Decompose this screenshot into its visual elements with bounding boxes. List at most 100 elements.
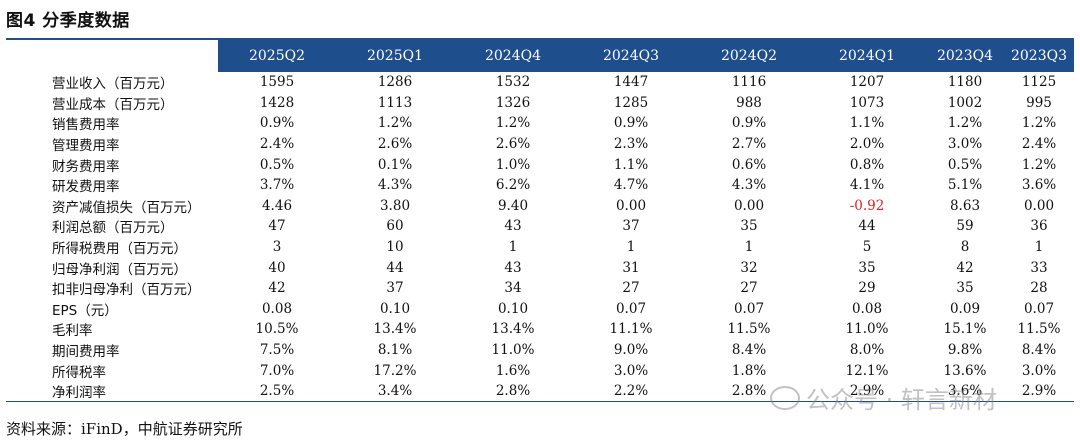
- table-cell: 10.5%: [255, 321, 299, 338]
- table-cell: 11.0%: [491, 342, 535, 359]
- table-cell: 31: [622, 259, 640, 276]
- row-label: 毛利率: [52, 323, 93, 340]
- table-row: 财务费用率 0.5% 0.1% 1.0% 1.1% 0.6% 0.8% 0.5% 1.2%: [6, 154, 1074, 175]
- table-row: 利润总额（百万元） 47 60 43 37 35 44 59 36: [6, 216, 1074, 237]
- table-cell: 1.2%: [1021, 156, 1057, 173]
- table-cell: 7.5%: [259, 342, 295, 359]
- row-label: 所得税率: [52, 364, 106, 381]
- table-cell: 1.2%: [377, 115, 413, 132]
- table-cell: 1207: [849, 74, 885, 91]
- table-cell: 8.4%: [1021, 342, 1057, 359]
- table-cell: 0.5%: [947, 156, 983, 173]
- table-row: 所得税费用（百万元） 3 10 1 1 1 5 8 1: [6, 237, 1074, 258]
- header-blank-cell: [6, 40, 218, 72]
- table-cell: 47: [268, 218, 286, 235]
- figure-title: 图4 分季度数据: [6, 11, 130, 31]
- table-cell: 60: [386, 218, 404, 235]
- table-cell: 2.3%: [613, 136, 649, 153]
- table-cell: 9.40: [497, 197, 529, 214]
- table-cell: 1113: [377, 94, 413, 111]
- table-cell: 4.1%: [849, 177, 885, 194]
- table-cell: 3.6%: [1021, 177, 1057, 194]
- table-cell: 27: [622, 280, 640, 297]
- column-header: 2025Q1: [336, 40, 454, 72]
- table-cell: 0.08: [261, 300, 293, 317]
- table-cell: 1: [744, 239, 754, 256]
- wechat-icon: [770, 385, 800, 410]
- table-cell: 35: [956, 280, 974, 297]
- table-cell: 0.00: [733, 197, 765, 214]
- table-cell: 2.2%: [572, 380, 690, 402]
- table-cell: 0.07: [1023, 300, 1055, 317]
- table-cell: 1002: [947, 94, 983, 111]
- table-cell: 2.5%: [218, 380, 336, 402]
- table-cell: 8.1%: [377, 342, 413, 359]
- row-label: 营业成本（百万元）: [52, 96, 174, 113]
- table-cell: 13.4%: [491, 321, 535, 338]
- table-row: 所得税率 7.0% 17.2% 1.6% 3.0% 1.8% 12.1% 13.6% 3.0%: [6, 360, 1074, 381]
- table-cell: 43: [504, 218, 522, 235]
- table-cell: 995: [1026, 94, 1052, 111]
- table-row: 管理费用率 2.4% 2.6% 2.6% 2.3% 2.7% 2.0% 3.0% 2.4%: [6, 134, 1074, 155]
- table-cell: 1286: [377, 74, 413, 91]
- table-cell: 1116: [731, 74, 767, 91]
- table-cell: 0.00: [615, 197, 647, 214]
- table-cell: 1.8%: [731, 362, 767, 379]
- table-cell: 0.00: [1023, 197, 1055, 214]
- table-cell: 28: [1030, 280, 1048, 297]
- row-label: 期间费用率: [52, 344, 120, 361]
- table-row: 销售费用率 0.9% 1.2% 1.2% 0.9% 0.9% 1.1% 1.2% 1.2%: [6, 113, 1074, 134]
- title-rule: [6, 38, 1074, 40]
- column-header: 2023Q3: [1004, 40, 1074, 72]
- table-cell: 10: [386, 239, 404, 256]
- table-cell: 33: [1030, 259, 1048, 276]
- row-label: 营业收入（百万元）: [52, 76, 174, 93]
- table-cell: 3.80: [379, 197, 411, 214]
- table-cell: 32: [740, 259, 758, 276]
- row-label: 销售费用率: [52, 117, 120, 134]
- table-cell: 3: [272, 239, 282, 256]
- table-row: 归母净利润（百万元） 40 44 43 31 32 35 42 33: [6, 257, 1074, 278]
- row-label: 归母净利润（百万元）: [52, 261, 187, 278]
- table-cell: 1.0%: [495, 156, 531, 173]
- table-cell: 2.6%: [495, 136, 531, 153]
- table-cell: 42: [268, 280, 286, 297]
- table-cell: 1073: [849, 94, 885, 111]
- column-header: 2024Q4: [454, 40, 572, 72]
- table-cell: 1428: [259, 94, 295, 111]
- row-label: EPS（元）: [52, 302, 118, 319]
- table-cell: 2.4%: [259, 136, 295, 153]
- table-cell: 7.0%: [259, 362, 295, 379]
- table-cell: 42: [956, 259, 974, 276]
- table-row: 资产减值损失（百万元） 4.46 3.80 9.40 0.00 0.00 -0.92 8.63…: [6, 196, 1074, 217]
- table-cell: 1: [626, 239, 636, 256]
- table-row: 营业成本（百万元） 1428 1113 1326 1285 988 1073 1002 995: [6, 93, 1074, 114]
- table-cell: 3.7%: [259, 177, 295, 194]
- row-label: 扣非归母净利（百万元）: [52, 282, 201, 299]
- column-header: 2024Q2: [690, 40, 808, 72]
- table-cell: 3.6%: [926, 380, 1004, 402]
- row-label: 所得税费用（百万元）: [52, 241, 187, 258]
- table-cell: 37: [386, 280, 404, 297]
- table-cell: -0.92: [849, 197, 885, 214]
- table-cell: 11.5%: [1017, 321, 1061, 338]
- table-cell: 0.07: [615, 300, 647, 317]
- table-cell: 0.9%: [731, 115, 767, 132]
- table-cell: 35: [740, 218, 758, 235]
- table-cell: 988: [736, 94, 762, 111]
- table-cell: 2.0%: [849, 136, 885, 153]
- table-cell: 8.0%: [849, 342, 885, 359]
- table-cell: 11.5%: [727, 321, 771, 338]
- table-cell: 37: [622, 218, 640, 235]
- table-cell: 4.7%: [613, 177, 649, 194]
- quarterly-data-table: 2025Q2 2025Q1 2024Q4 2024Q3 2024Q2 2024Q…: [6, 40, 1074, 402]
- table-row: EPS（元） 0.08 0.10 0.10 0.07 0.07 0.08 0.09 0.07: [6, 299, 1074, 320]
- table-cell: 43: [504, 259, 522, 276]
- table-cell: 1595: [259, 74, 295, 91]
- table-cell: 5: [862, 239, 872, 256]
- table-cell: 44: [386, 259, 404, 276]
- table-cell: 17.2%: [373, 362, 417, 379]
- table-cell: 1.6%: [495, 362, 531, 379]
- table-cell: 0.1%: [377, 156, 413, 173]
- table-cell: 0.5%: [259, 156, 295, 173]
